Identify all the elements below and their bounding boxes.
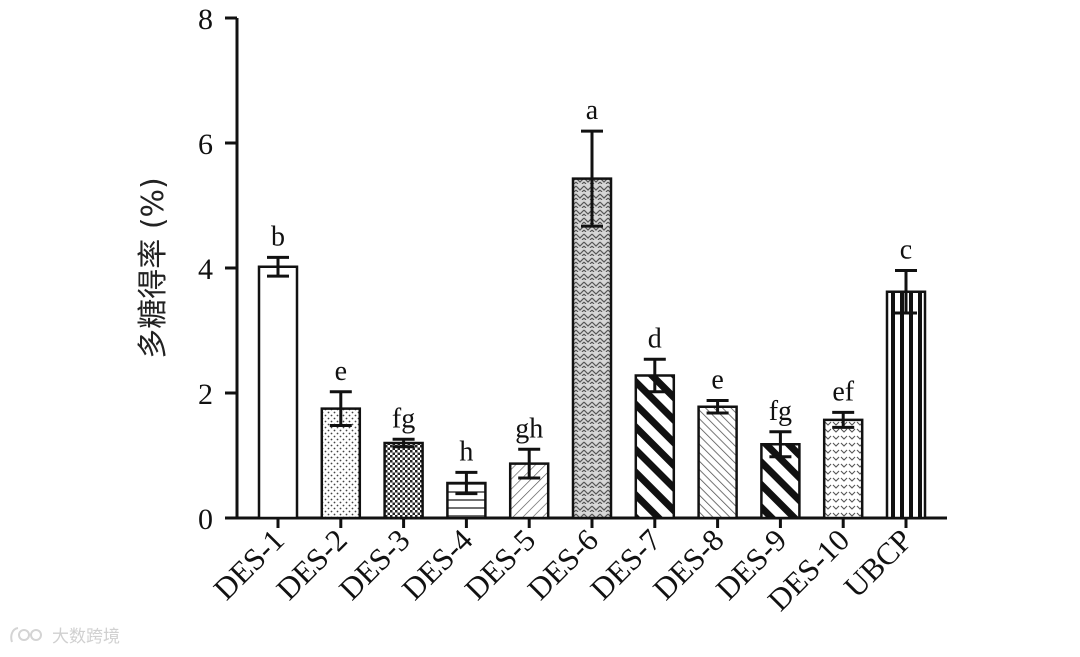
x-tick-labels: DES-1DES-2DES-3DES-4DES-5DES-6DES-7DES-8… — [207, 522, 919, 618]
watermark-logo-icon — [10, 626, 42, 642]
error-bar — [769, 430, 792, 459]
y-tick-label: 8 — [198, 3, 213, 36]
y-tick-label: 6 — [198, 128, 213, 161]
y-tick-label: 0 — [198, 503, 213, 536]
y-axis-title: 多糖得率 (%) — [136, 177, 171, 358]
significance-label: e — [335, 356, 347, 387]
significance-label: fg — [769, 396, 792, 427]
y-tick-label: 2 — [198, 378, 213, 411]
error-bar — [643, 357, 666, 394]
x-tick-label: DES-3 — [332, 522, 416, 606]
significance-label: e — [711, 365, 723, 396]
bar-des-8 — [697, 405, 738, 520]
bar-des-7 — [634, 374, 676, 520]
significance-label: ef — [832, 376, 854, 407]
bar-des-6 — [571, 177, 613, 520]
error-bar — [706, 399, 729, 415]
x-tick-label: UBCP — [837, 522, 919, 604]
significance-label: d — [648, 323, 662, 354]
error-bar — [518, 447, 541, 480]
x-tick-label: DES-1 — [207, 522, 291, 606]
error-bar — [581, 129, 603, 228]
x-tick-label: DES-2 — [269, 522, 353, 606]
bar-des-10 — [822, 418, 864, 520]
significance-label: h — [459, 436, 473, 467]
error-bar — [392, 437, 415, 449]
error-bar — [455, 470, 478, 496]
significance-label: a — [586, 95, 599, 126]
significance-label: c — [900, 235, 912, 266]
error-bar — [895, 269, 917, 315]
error-bar — [329, 390, 352, 427]
bar-des-1 — [257, 265, 299, 520]
x-tick-label: DES-6 — [521, 522, 605, 606]
error-bar — [267, 255, 289, 278]
bar-des-3 — [383, 441, 424, 520]
significance-label: gh — [515, 413, 543, 444]
error-bar — [832, 410, 855, 429]
x-tick-label: DES-4 — [395, 522, 480, 607]
y-tick-label: 4 — [198, 253, 213, 286]
significance-label: fg — [392, 403, 415, 434]
y-ticks: 0 2 4 6 8 — [198, 3, 237, 536]
watermark-text: 大数跨境 — [52, 627, 120, 647]
x-tick-label: DES-5 — [458, 522, 542, 606]
x-tick-label: DES-7 — [583, 522, 667, 606]
bar-ubcp — [885, 290, 927, 520]
watermark: 大数跨境 — [8, 622, 120, 647]
significance-label: b — [271, 221, 285, 252]
bars: b e fg h gh a d e fg ef c — [257, 95, 927, 528]
x-tick-label: DES-8 — [646, 522, 730, 606]
